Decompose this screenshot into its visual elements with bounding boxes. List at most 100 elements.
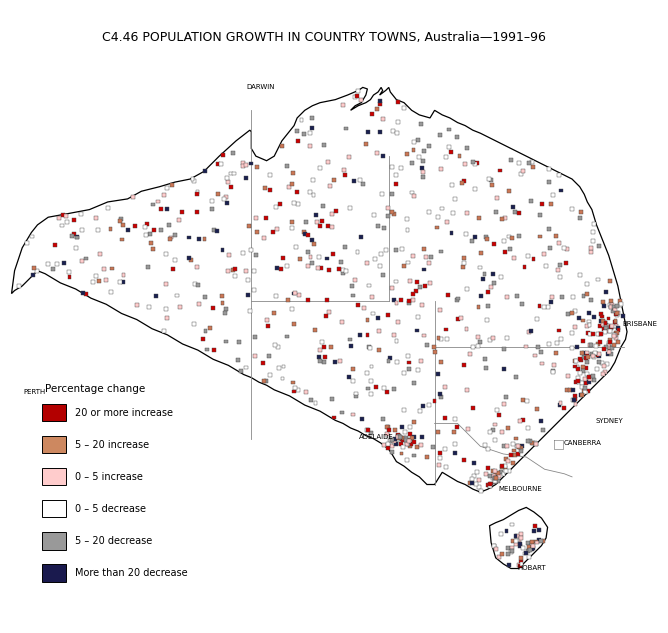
Point — [577, 336, 588, 346]
Point — [72, 232, 83, 242]
Point — [578, 366, 589, 376]
Point — [379, 383, 389, 393]
Point — [593, 275, 603, 285]
Point — [566, 204, 577, 214]
Point — [355, 330, 365, 340]
Point — [413, 365, 424, 375]
Point — [503, 543, 514, 553]
Point — [389, 209, 399, 219]
Point — [514, 442, 524, 452]
Point — [503, 549, 514, 559]
Point — [284, 182, 295, 192]
Point — [95, 249, 106, 259]
Point — [220, 192, 231, 202]
Point — [597, 369, 608, 379]
Point — [440, 382, 450, 392]
Point — [512, 535, 522, 545]
Point — [482, 480, 493, 490]
Point — [484, 174, 494, 184]
Point — [516, 446, 526, 456]
Point — [523, 542, 534, 552]
Point — [603, 321, 613, 331]
Point — [259, 183, 270, 193]
Point — [488, 541, 499, 551]
Point — [613, 323, 623, 334]
Point — [361, 368, 372, 378]
Point — [593, 329, 603, 339]
Point — [382, 211, 393, 221]
Point — [277, 141, 287, 151]
Point — [371, 104, 382, 114]
Point — [468, 342, 479, 352]
Point — [71, 242, 81, 253]
Point — [491, 469, 502, 479]
Point — [504, 186, 514, 196]
Point — [496, 272, 506, 282]
Point — [494, 552, 504, 562]
Point — [599, 323, 610, 334]
Point — [485, 481, 496, 491]
Point — [417, 432, 428, 442]
Point — [607, 343, 617, 353]
Point — [578, 291, 589, 301]
Point — [459, 176, 470, 186]
Point — [269, 308, 279, 318]
Point — [582, 386, 593, 396]
Point — [574, 354, 585, 364]
Point — [428, 342, 439, 352]
Point — [405, 429, 415, 439]
Point — [393, 97, 403, 107]
Point — [506, 155, 516, 165]
Point — [329, 413, 339, 423]
Point — [389, 384, 399, 394]
Point — [505, 244, 516, 254]
Point — [551, 231, 562, 241]
Point — [402, 225, 413, 235]
Point — [420, 281, 431, 291]
Point — [248, 285, 259, 295]
Point — [454, 151, 465, 161]
Point — [176, 207, 187, 217]
Point — [497, 461, 508, 472]
Point — [548, 360, 559, 370]
Point — [265, 370, 275, 380]
Point — [259, 233, 270, 243]
Point — [386, 441, 397, 451]
Point — [534, 210, 545, 220]
Point — [413, 312, 424, 322]
Point — [221, 337, 232, 347]
Point — [498, 364, 509, 374]
Point — [183, 253, 194, 263]
Point — [233, 354, 244, 365]
Text: Percentage change: Percentage change — [45, 384, 145, 394]
Point — [291, 242, 302, 253]
Point — [576, 390, 587, 400]
Point — [321, 253, 332, 263]
Point — [325, 181, 336, 191]
Point — [488, 332, 498, 342]
Point — [394, 434, 405, 444]
Point — [174, 303, 185, 313]
Point — [387, 125, 398, 135]
Point — [404, 364, 415, 374]
Point — [77, 256, 88, 266]
Point — [476, 248, 486, 258]
Point — [434, 305, 445, 315]
Point — [526, 196, 536, 206]
Point — [525, 436, 536, 446]
Point — [174, 215, 184, 225]
Point — [263, 321, 274, 331]
Point — [565, 385, 576, 395]
Point — [289, 289, 300, 299]
Point — [366, 361, 377, 372]
Point — [506, 542, 517, 553]
Point — [162, 183, 172, 193]
Point — [530, 351, 540, 361]
Point — [416, 119, 427, 129]
Point — [476, 486, 486, 496]
Point — [579, 386, 590, 396]
Point — [395, 163, 406, 173]
Point — [334, 263, 345, 273]
Point — [392, 117, 403, 127]
Point — [353, 299, 363, 310]
